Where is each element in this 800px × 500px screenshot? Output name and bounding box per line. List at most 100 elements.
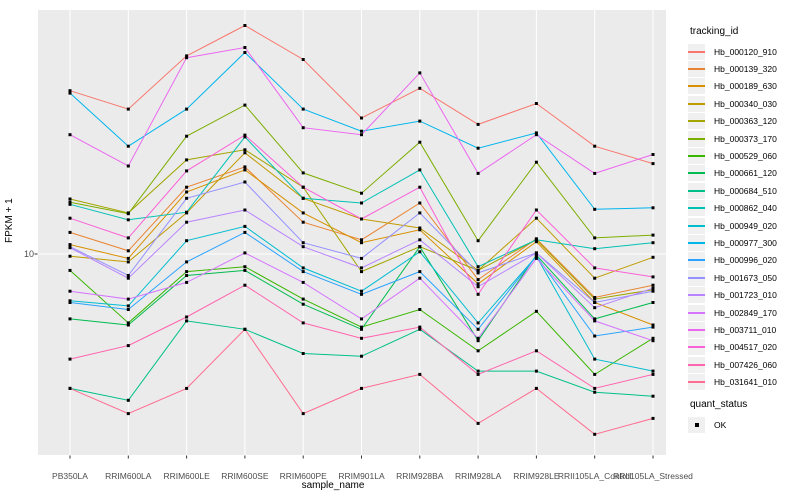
quant-legend-label: OK	[714, 419, 727, 430]
data-point-Hb_001673_050	[126, 274, 130, 277]
data-point-Hb_000529_060	[126, 321, 130, 325]
data-point-Hb_000684_510	[593, 390, 597, 394]
data-point-Hb_000189_630	[68, 243, 72, 247]
quant-legend-title: quant_status	[690, 399, 748, 410]
data-point-Hb_007426_060	[651, 372, 655, 376]
data-point-Hb_000949_020	[126, 304, 130, 308]
legend-item-label: Hb_000949_020	[714, 220, 777, 231]
legend-key-box	[688, 304, 705, 321]
data-point-Hb_003711_010	[360, 133, 363, 137]
data-point-Hb_000373_170	[651, 233, 655, 237]
quant-key-box	[688, 416, 705, 433]
data-point-Hb_002849_170	[534, 256, 538, 260]
data-point-Hb_001673_050	[360, 256, 363, 260]
data-point-Hb_000529_060	[593, 372, 597, 376]
data-point-Hb_000139_320	[126, 249, 130, 253]
legend-line-icon	[688, 224, 705, 227]
data-point-Hb_000120_910	[185, 54, 189, 58]
data-point-Hb_001673_050	[651, 289, 655, 293]
legend-item: Hb_000949_020	[688, 217, 800, 234]
data-point-Hb_000996_020	[651, 325, 655, 329]
data-point-Hb_000977_300	[126, 144, 130, 148]
legend-line-icon	[688, 294, 705, 297]
data-point-Hb_000996_020	[243, 230, 247, 234]
data-point-Hb_031641_010	[301, 412, 305, 416]
data-point-Hb_000977_300	[185, 107, 189, 111]
data-point-Hb_000661_120	[593, 317, 597, 321]
legend-item-label: Hb_000529_060	[714, 151, 777, 162]
data-point-Hb_031641_010	[126, 412, 130, 416]
data-point-Hb_000977_300	[243, 51, 247, 54]
data-point-Hb_000139_320	[593, 296, 597, 299]
data-point-Hb_000977_300	[534, 131, 538, 135]
quant-point-icon	[694, 422, 699, 427]
data-point-Hb_000862_040	[534, 238, 538, 242]
legend-item: Hb_001673_050	[688, 269, 800, 286]
data-point-Hb_000996_020	[185, 260, 189, 264]
data-point-Hb_000139_320	[68, 230, 72, 234]
data-point-Hb_001673_050	[418, 211, 422, 215]
data-point-Hb_000862_040	[185, 210, 189, 214]
data-point-Hb_003711_010	[534, 133, 538, 137]
legend-line-icon	[688, 189, 705, 192]
data-point-Hb_000120_910	[534, 102, 538, 105]
legend-line-icon	[688, 85, 705, 88]
data-point-Hb_001723_010	[651, 286, 655, 290]
legend-key-box	[688, 356, 705, 373]
data-point-Hb_001673_050	[185, 196, 189, 200]
legend-item: Hb_000340_030	[688, 95, 800, 112]
legend-item-label: Hb_000996_020	[714, 255, 777, 266]
data-point-Hb_004517_020	[418, 185, 422, 189]
data-point-Hb_000949_020	[185, 239, 189, 243]
legend-item-label: Hb_007426_060	[714, 359, 777, 370]
data-point-Hb_000996_020	[126, 308, 130, 311]
data-point-Hb_000661_120	[243, 268, 247, 272]
data-point-Hb_000373_170	[301, 171, 305, 175]
quant-legend-item: OK	[688, 416, 800, 433]
data-point-Hb_000996_020	[360, 292, 363, 296]
legend-line-icon	[688, 50, 705, 53]
data-point-Hb_000363_120	[593, 297, 597, 301]
data-point-Hb_004517_020	[126, 236, 130, 240]
data-point-Hb_003711_010	[651, 153, 655, 156]
data-point-Hb_000661_120	[185, 274, 189, 277]
data-point-Hb_000661_120	[651, 301, 655, 304]
data-point-Hb_000529_060	[68, 268, 72, 272]
data-point-Hb_001723_010	[534, 251, 538, 255]
data-point-Hb_000120_910	[68, 89, 72, 93]
legend-key-box	[688, 43, 705, 60]
data-point-Hb_001723_010	[593, 306, 597, 310]
data-point-Hb_002849_170	[185, 280, 189, 284]
data-point-Hb_000373_170	[418, 140, 422, 144]
legend-line-icon	[688, 137, 705, 140]
legend-item-label: Hb_000977_300	[714, 237, 777, 248]
data-point-Hb_000862_040	[593, 247, 597, 251]
data-point-Hb_004517_020	[476, 292, 480, 296]
data-point-Hb_000139_320	[243, 165, 247, 169]
data-point-Hb_003711_010	[418, 71, 422, 75]
data-point-Hb_000529_060	[534, 309, 538, 313]
data-point-Hb_004517_020	[301, 185, 305, 189]
data-point-Hb_000977_300	[651, 206, 655, 210]
data-point-Hb_001723_010	[126, 276, 130, 280]
data-point-Hb_000373_170	[243, 103, 247, 107]
legend-item: Hb_000862_040	[688, 200, 800, 217]
data-point-Hb_000661_120	[360, 327, 363, 331]
legend-line-icon	[688, 346, 705, 349]
data-point-Hb_000862_040	[651, 241, 655, 245]
legend-key-box	[688, 321, 705, 338]
data-point-Hb_000684_510	[476, 369, 480, 373]
data-point-Hb_000189_630	[476, 282, 480, 286]
data-point-Hb_002849_170	[126, 297, 130, 301]
legend-line-icon	[688, 241, 705, 244]
legend-item-label: Hb_000189_630	[714, 81, 777, 92]
legend-key-box	[688, 269, 705, 286]
data-point-Hb_000529_060	[301, 297, 305, 301]
x-tick-label: RRIM600PE	[280, 471, 328, 481]
data-point-Hb_000340_030	[126, 260, 130, 264]
legend-line-icon	[688, 155, 705, 158]
legend-item-label: Hb_000373_170	[714, 133, 777, 144]
data-point-Hb_000363_120	[476, 268, 480, 272]
legend-item: Hb_000189_630	[688, 78, 800, 95]
